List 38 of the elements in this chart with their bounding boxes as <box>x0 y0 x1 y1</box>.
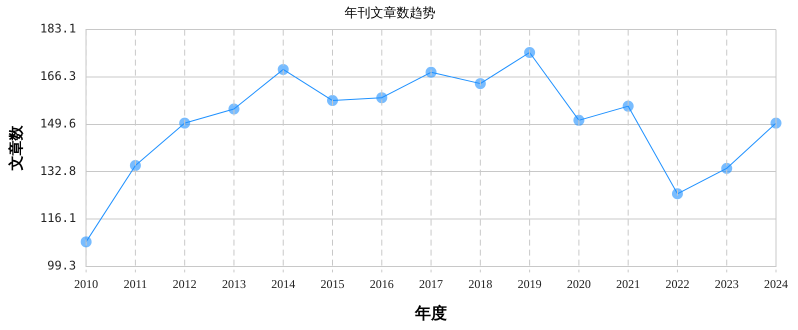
x-tick-label: 2014 <box>271 276 296 291</box>
point <box>474 78 486 90</box>
point <box>672 188 683 200</box>
x-tick-label: 2015 <box>320 276 345 291</box>
point <box>80 236 92 248</box>
point <box>721 162 732 174</box>
x-tick-label: 2012 <box>172 276 197 291</box>
x-tick-label: 2010 <box>74 276 98 291</box>
point <box>179 118 190 129</box>
y-tick-label: 132.8 <box>40 164 76 178</box>
point <box>524 46 536 58</box>
x-tick-label: 2022 <box>665 276 690 291</box>
y-axis-title: 文章数 <box>6 124 25 172</box>
point <box>327 95 338 106</box>
y-tick-label: 116.1 <box>40 211 76 226</box>
x-tick-label: 2016 <box>370 276 394 291</box>
x-tick-label: 2013 <box>222 276 246 291</box>
x-axis-title: 年度 <box>414 304 448 323</box>
y-tick-label: 99.3 <box>47 258 76 273</box>
x-tick-label: 2021 <box>616 276 640 291</box>
point <box>278 64 289 75</box>
x-tick-label: 2018 <box>468 276 492 291</box>
point <box>573 114 584 126</box>
point <box>130 160 141 172</box>
x-tick-label: 2024 <box>764 276 788 291</box>
y-tick-label: 166.3 <box>40 69 76 84</box>
y-tick-label: 183.1 <box>40 22 76 36</box>
point <box>622 100 634 112</box>
chart-title: 年刊文章数趋势 <box>344 5 436 20</box>
x-tick-label: 2017 <box>419 276 444 291</box>
point <box>228 104 240 115</box>
x-tick-label: 2019 <box>518 276 542 291</box>
point <box>426 66 437 78</box>
y-tick-label: 149.6 <box>40 116 76 130</box>
x-tick-label: 2011 <box>124 276 148 291</box>
x-tick-label: 2023 <box>714 276 739 291</box>
point <box>376 92 388 104</box>
x-tick-label: 2020 <box>566 276 591 291</box>
